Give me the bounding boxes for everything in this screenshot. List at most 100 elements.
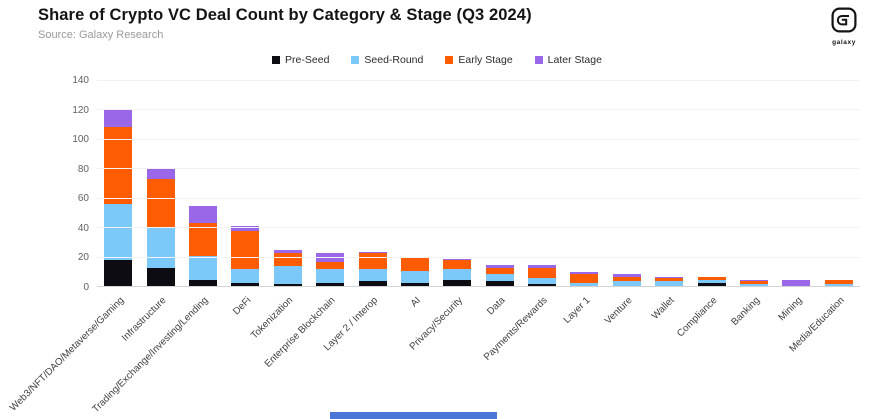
bar-segment	[358, 253, 387, 270]
bar-segment	[824, 279, 853, 285]
bottom-scrollbar-thumb[interactable]	[330, 412, 497, 419]
x-axis-label: Layer 1	[561, 295, 593, 326]
bar-stack	[528, 264, 557, 287]
gridline	[97, 138, 860, 140]
bar-column: Layer 1	[561, 80, 605, 326]
galaxy-logo: galaxy	[827, 7, 861, 46]
legend-item: Pre-Seed	[272, 54, 329, 66]
bar-segment	[485, 273, 514, 282]
bar-column: Trading/Exchange/Investing/Lending	[91, 80, 224, 415]
bar-segment	[146, 168, 175, 180]
bar-segment	[146, 267, 175, 287]
x-axis-label: DeFi	[230, 295, 254, 318]
chart-legend: Pre-Seed Seed-Round Early Stage Later Stage	[0, 54, 874, 66]
gridline	[97, 79, 860, 81]
legend-label: Pre-Seed	[285, 54, 330, 66]
y-tick-label: 40	[77, 222, 89, 234]
gridline	[97, 197, 860, 199]
bar-column: Banking	[729, 80, 775, 328]
galaxy-logo-text: galaxy	[832, 39, 856, 46]
y-tick-label: 0	[83, 282, 89, 293]
bar-stack	[485, 264, 514, 287]
bar-segment	[570, 282, 599, 286]
bar-segment	[231, 230, 260, 270]
bar-segment	[188, 255, 217, 280]
bar-segment	[358, 251, 387, 254]
gridline	[97, 168, 860, 170]
bar-segment	[570, 272, 599, 274]
legend-label: Early Stage	[458, 54, 513, 66]
bar-segment	[655, 276, 684, 279]
x-axis-line	[97, 286, 860, 287]
bar-stack	[231, 226, 260, 287]
bar-stack	[104, 109, 133, 287]
x-axis-label: Data	[485, 295, 508, 318]
bar-segment	[358, 281, 387, 287]
bar-stack	[146, 168, 175, 287]
bar-segment	[400, 282, 429, 287]
bar-column: Layer 2 / Interop	[322, 80, 393, 353]
bar-segment	[824, 284, 853, 286]
bar-segment	[443, 258, 472, 261]
gridline	[97, 227, 860, 229]
y-tick-label: 140	[72, 75, 89, 86]
x-axis-label: Mining	[776, 295, 805, 324]
y-axis: 0 20 40 60 80 100 120 140	[57, 75, 89, 293]
bar-column: Infrastructure	[120, 80, 181, 344]
legend-swatch	[445, 56, 454, 64]
bar-column: Payments/Rewards	[482, 80, 563, 363]
bar-stack	[697, 276, 726, 287]
bar-segment	[146, 227, 175, 268]
legend-label: Later Stage	[547, 54, 602, 66]
bar-segment	[782, 279, 811, 286]
bar-segment	[231, 269, 260, 283]
bar-segment	[316, 261, 345, 270]
bar-segment	[528, 264, 557, 268]
source-caption: Source: Galaxy Research	[38, 29, 164, 41]
bar-segment	[443, 269, 472, 280]
bar-segment	[443, 279, 472, 287]
bar-segment	[188, 223, 217, 256]
galaxy-logo-icon	[831, 7, 857, 37]
gridline	[97, 256, 860, 258]
bar-stack	[400, 257, 429, 287]
y-tick-label: 80	[77, 163, 89, 175]
bar-segment	[740, 279, 769, 282]
bar-segment	[104, 127, 133, 205]
bar-segment	[485, 267, 514, 274]
plot-area: Web3/NFT/DAO/Metaverse/Gaming Infrastruct…	[7, 79, 860, 415]
bar-segment	[231, 226, 260, 231]
bar-segment	[316, 282, 345, 287]
legend-swatch	[272, 56, 281, 64]
bar-segment	[104, 109, 133, 128]
bar-segment	[443, 260, 472, 270]
bar-column: Mining	[775, 80, 817, 323]
bar-segment	[612, 273, 641, 277]
bar-column: Enterprise Blockchain	[263, 80, 351, 370]
gridline	[97, 109, 860, 111]
bar-segment	[146, 179, 175, 228]
bar-segment	[528, 284, 557, 287]
bar-segment	[104, 260, 133, 287]
x-axis-label: Compliance	[675, 295, 720, 340]
bar-column: Venture	[603, 80, 648, 327]
bar-segment	[655, 278, 684, 282]
bar-segment	[273, 253, 302, 267]
legend-swatch	[351, 56, 360, 64]
bar-segment	[400, 257, 429, 271]
y-tick-label: 120	[72, 104, 89, 116]
legend-item: Seed-Round	[351, 54, 423, 66]
legend-item: Later Stage	[534, 54, 602, 66]
bar-column: AI	[394, 80, 436, 309]
bars-container: Web3/NFT/DAO/Metaverse/Gaming Infrastruct…	[7, 80, 860, 415]
x-axis-label: Venture	[603, 295, 635, 327]
bar-segment	[528, 267, 557, 279]
bar-segment	[358, 269, 387, 282]
x-axis-label: Banking	[729, 295, 762, 328]
bar-segment	[188, 279, 217, 287]
bar-segment	[273, 266, 302, 285]
y-tick-label: 100	[72, 134, 89, 146]
bar-column: Wallet	[648, 80, 690, 322]
bar-segment	[188, 205, 217, 224]
